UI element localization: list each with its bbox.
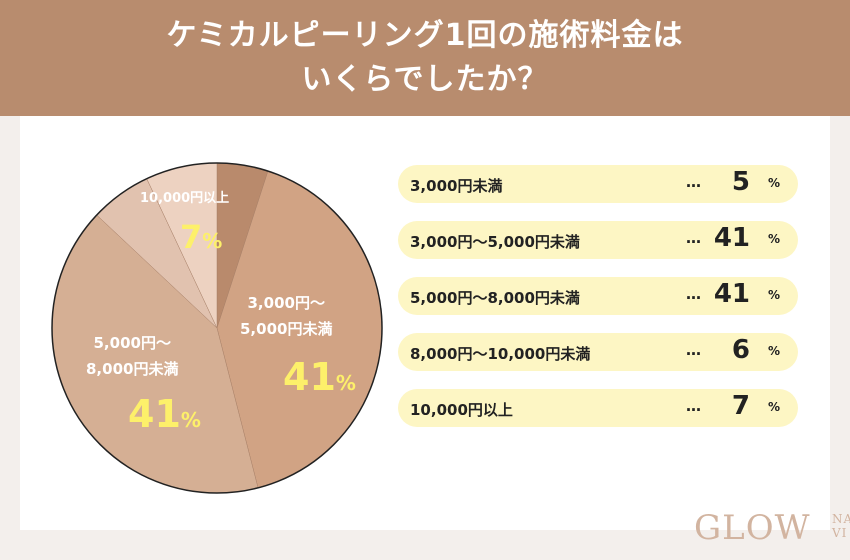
legend-dots: … xyxy=(686,397,701,415)
legend-row: 8,000円〜10,000円未満 … 6% xyxy=(398,333,798,371)
legend-label: 5,000円〜8,000円未満 xyxy=(410,289,580,307)
legend-label: 10,000円以上 xyxy=(410,401,513,419)
legend-unit: % xyxy=(768,400,781,414)
legend-dots: … xyxy=(686,229,701,247)
legend-unit: % xyxy=(768,232,781,246)
legend-value: 7 xyxy=(731,391,750,421)
pie-label-5000-8000: 5,000円〜 8,000円未満 xyxy=(86,334,179,378)
pie-value-3000-5000: 41% xyxy=(283,355,356,399)
glownavi-logo: GLOW NA VI xyxy=(694,508,850,548)
legend-dots: … xyxy=(686,341,701,359)
legend-row: 3,000円〜5,000円未満 … 41% xyxy=(398,221,798,259)
pie-value-5000-8000: 41% xyxy=(128,392,201,436)
legend-unit: % xyxy=(768,344,781,358)
pie-label-10000: 10,000円以上 xyxy=(140,191,230,206)
legend-row: 5,000円〜8,000円未満 … 41% xyxy=(398,277,798,315)
legend-dots: … xyxy=(686,173,701,191)
title-line-2: いくらでしたか？ xyxy=(301,62,549,97)
legend-dots: … xyxy=(686,285,701,303)
legend-unit: % xyxy=(768,288,781,302)
pie-outline xyxy=(51,162,383,494)
pie-label-3000-5000: 3,000円〜 5,000円未満 xyxy=(240,294,333,338)
title-line-1: ケミカルピーリング1回の施術料金は xyxy=(166,18,684,53)
legend-value: 41 xyxy=(713,279,750,309)
legend-label: 3,000円未満 xyxy=(410,177,503,195)
legend-row: 3,000円未満 … 5% xyxy=(398,165,798,203)
legend-label: 3,000円〜5,000円未満 xyxy=(410,233,580,251)
legend-value: 41 xyxy=(713,223,750,253)
legend-value: 5 xyxy=(731,167,750,197)
legend-list: 3,000円未満… 5% 3,000円〜5,000円未満… 41% 5,000円〜8,0… xyxy=(398,165,798,445)
chart-title: ケミカルピーリング1回の施術料金は いくらでしたか？ xyxy=(0,0,850,116)
legend-unit: % xyxy=(768,176,781,190)
pie-value-10000: 7% xyxy=(180,218,223,256)
legend-value: 6 xyxy=(731,335,750,365)
legend-label: 8,000円〜10,000円未満 xyxy=(410,345,591,363)
legend-row: 10,000円以上 … 7% xyxy=(398,389,798,427)
